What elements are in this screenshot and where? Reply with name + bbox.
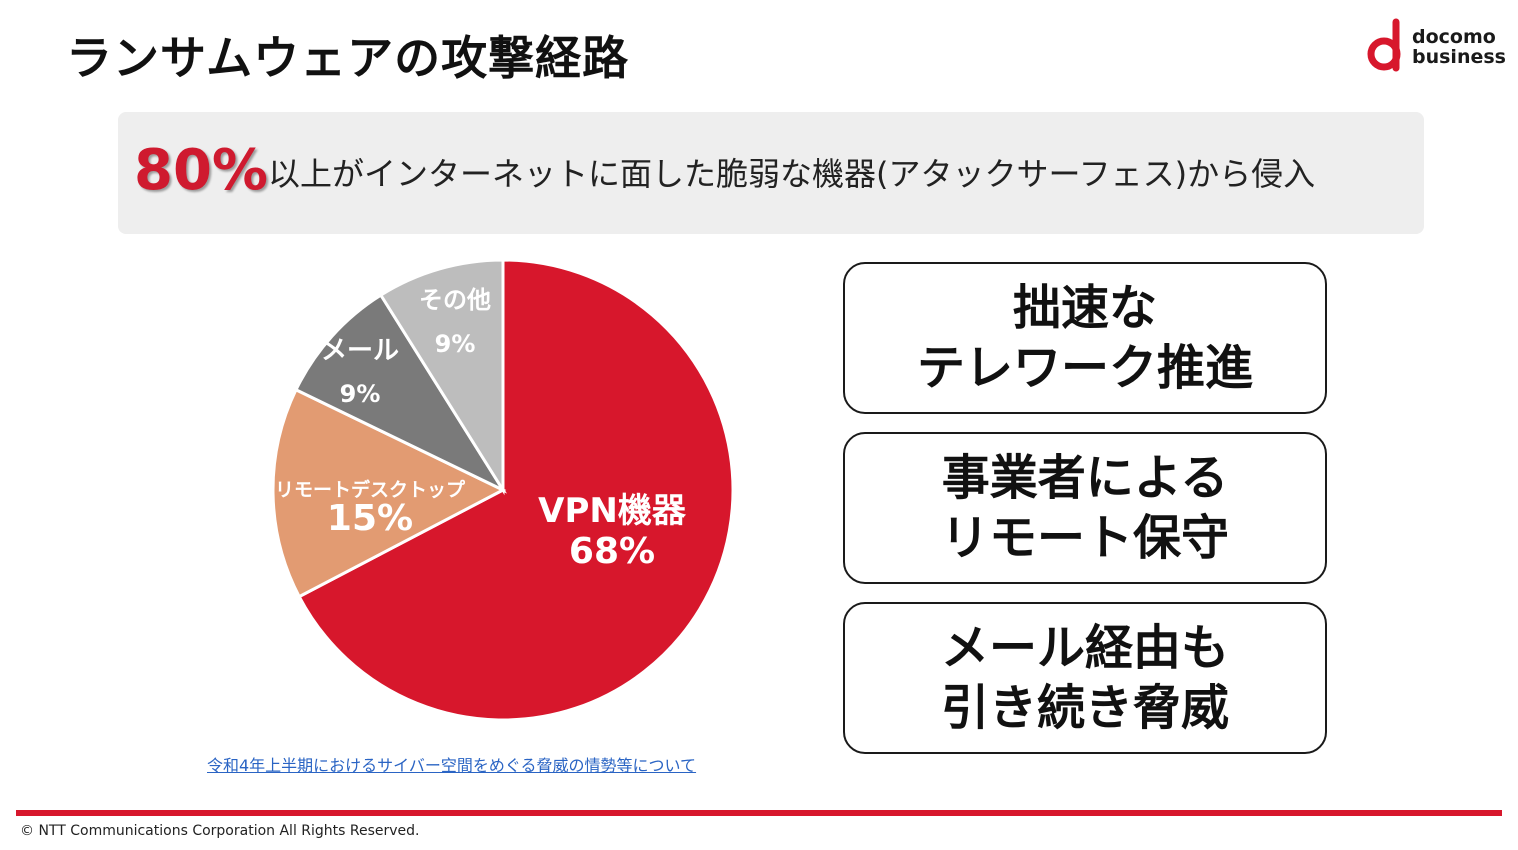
source-link[interactable]: 令和4年上半期におけるサイバー空間をめぐる脅威の情勢等について: [207, 756, 697, 775]
pie-label-0: VPN機器: [538, 491, 687, 531]
callout-email: メール経由も 引き続き脅威: [843, 602, 1327, 754]
key-message-banner: 80%以上がインターネットに面した脆弱な機器(アタックサーフェス)から侵入: [118, 112, 1424, 234]
footer-bar: [16, 810, 1502, 816]
banner-message: 以上がインターネットに面した脆弱な機器(アタックサーフェス)から侵入: [268, 155, 1316, 193]
logo-line-2: business: [1412, 46, 1506, 68]
pie-label-3: その他: [419, 286, 491, 314]
pie-label-1: リモートデスクトップ: [275, 478, 466, 501]
pie-value-label-0: 68%: [569, 531, 655, 572]
pie-value-label-3: 9%: [435, 330, 476, 358]
callout-remote-maintenance: 事業者による リモート保守: [843, 432, 1327, 584]
pie-slice-1: [271, 387, 507, 599]
page-title: ランサムウェアの攻撃経路: [66, 31, 630, 85]
pie-slice-3: [378, 258, 505, 496]
logo-text: docomo business: [1412, 27, 1506, 67]
callout-telework: 拙速な テレワーク推進: [843, 262, 1327, 414]
docomo-d-icon: [1367, 18, 1401, 72]
pie-value-label-2: 9%: [340, 380, 381, 408]
pie-slice-0: [297, 258, 735, 722]
logo-line-1: docomo: [1412, 26, 1496, 48]
pie-slice-2: [293, 293, 508, 494]
docomo-business-logo: docomo business: [1366, 18, 1506, 74]
banner-highlight: 80%: [134, 138, 269, 203]
pie-label-2: メール: [321, 336, 399, 366]
banner-text: 80%以上がインターネットに面した脆弱な機器(アタックサーフェス)から侵入: [134, 138, 1315, 203]
pie-value-label-1: 15%: [327, 498, 413, 539]
copyright: © NTT Communications Corporation All Rig…: [20, 823, 420, 839]
